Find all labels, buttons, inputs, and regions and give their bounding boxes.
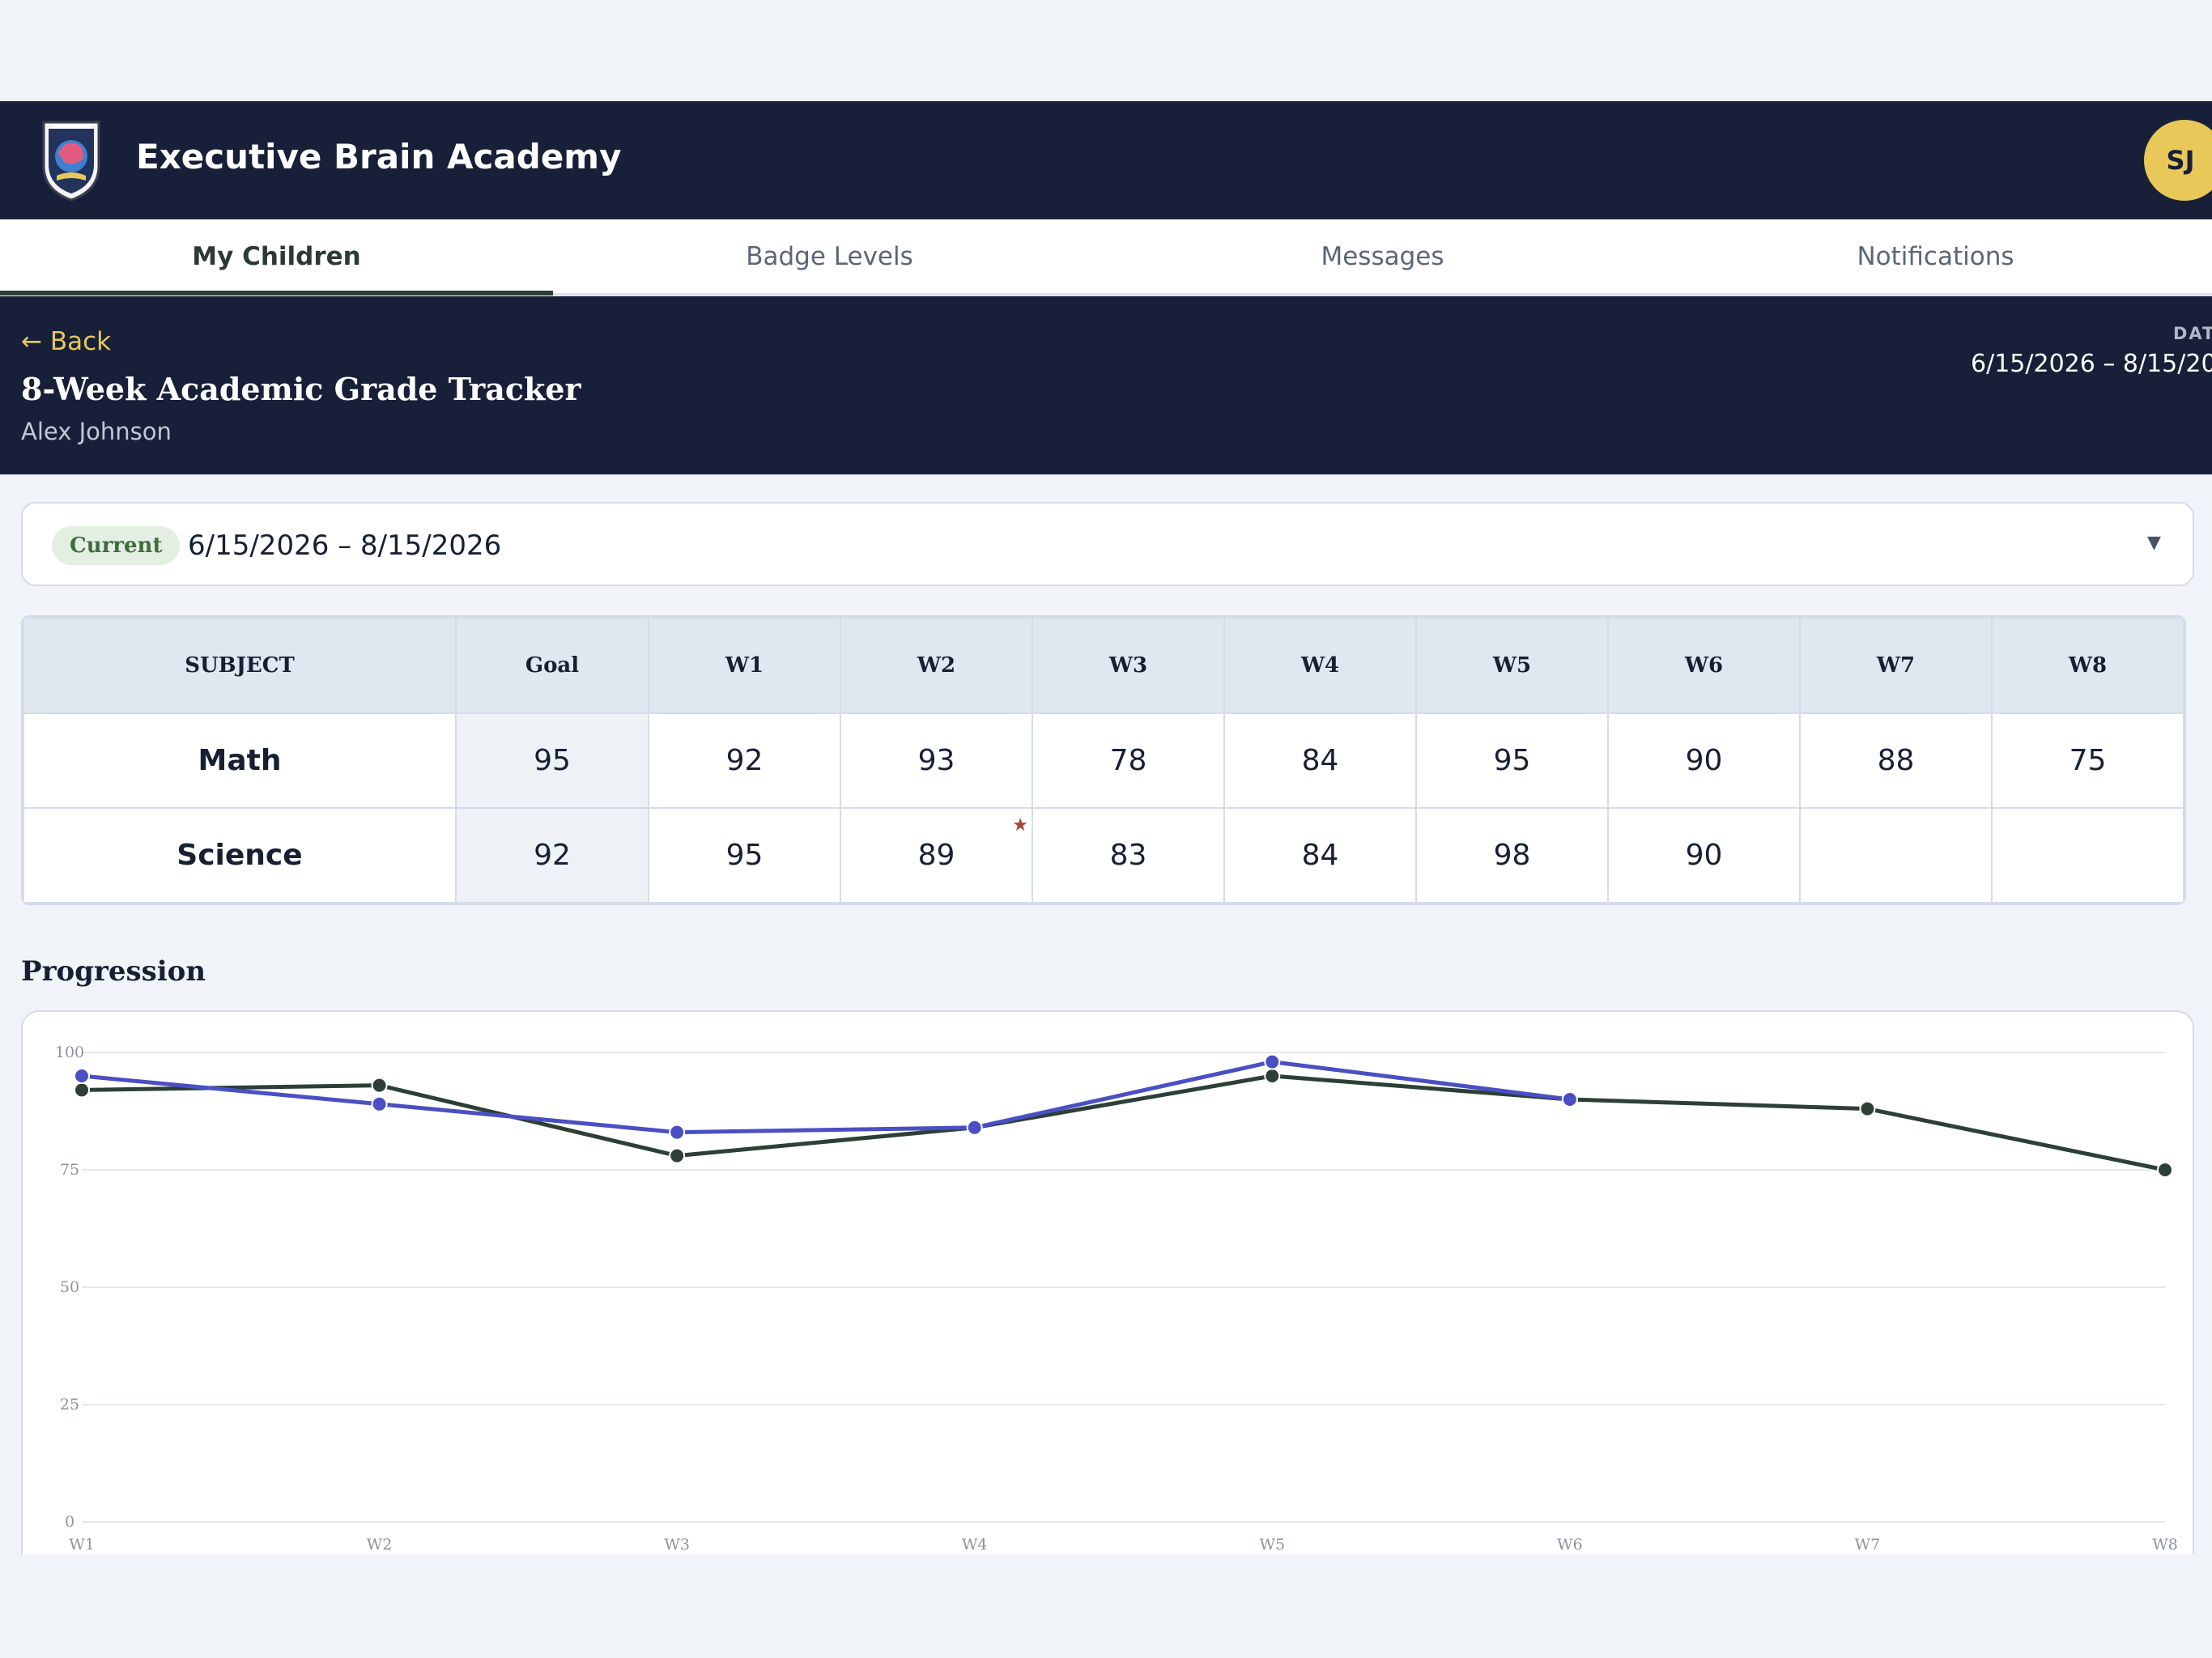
x-tick-label: W1 [69,1536,95,1554]
y-tick-label: 25 [60,1396,79,1414]
data-point [966,1119,983,1136]
grade-cell[interactable] [1799,807,1993,903]
grade-cell[interactable]: 83 [1032,807,1225,903]
data-point [371,1077,388,1094]
y-tick-label: 0 [65,1513,74,1531]
series-line [81,1073,2166,1172]
current-badge: Current [52,526,181,565]
column-header: W4 [1223,617,1417,714]
x-tick-label: W8 [2152,1536,2178,1554]
page-header: ← Back 8-Week Academic Grade Tracker Ale… [0,296,2212,474]
y-tick-label: 50 [60,1278,79,1296]
grade-cell[interactable]: ★ 89 [840,807,1033,903]
data-point [2157,1162,2173,1178]
x-tick-label: W4 [962,1536,988,1554]
grade-cell[interactable] [1991,807,2184,903]
column-header: W2 [840,617,1033,714]
main-tabs: My Children Badge Levels Messages Notifi… [0,219,2212,295]
data-point [1264,1053,1281,1070]
star-icon: ★ [1012,815,1028,835]
x-tick-label: W2 [367,1536,393,1554]
column-header: W3 [1032,617,1225,714]
tab-my-children[interactable]: My Children [0,219,553,295]
grade-cell[interactable]: 98 [1415,807,1609,903]
grade-value: 89 [917,839,955,872]
child-name: Alex Johnson [21,418,172,445]
progression-chart: 0 25 50 75 100 W1 W2 W3 W4 W5 W6 W7 W8 [21,1010,2194,1554]
grade-table: SUBJECT Goal W1 W2 W3 W4 W5 W6 W7 W8 Mat… [21,615,2186,905]
tab-badge-levels[interactable]: Badge Levels [746,241,913,271]
subject-cell: Science [23,807,457,903]
y-tick-label: 75 [60,1161,79,1179]
column-header: W8 [1991,617,2184,714]
date-label: DAT [2173,324,2212,343]
period-select[interactable]: Current 6/15/2026 – 8/15/2026 ▼ [21,502,2194,586]
goal-cell[interactable]: 95 [455,712,649,809]
grade-cell[interactable]: 78 [1032,712,1225,809]
grade-cell[interactable]: 84 [1223,712,1417,809]
date-range-display: 6/15/2026 – 8/15/2026 [1971,350,2212,378]
grade-cell[interactable]: 92 [648,712,841,809]
subject-cell: Math [23,712,457,809]
column-header: SUBJECT [23,617,457,714]
data-point [74,1068,90,1084]
column-header: W7 [1799,617,1993,714]
grade-cell[interactable]: 84 [1223,807,1417,903]
data-point [669,1124,686,1141]
column-header: W5 [1415,617,1609,714]
page-title: 8-Week Academic Grade Tracker [21,371,581,407]
table-row: Math 95 92 93 78 84 95 90 88 75 [23,712,2184,809]
column-header: W1 [648,617,841,714]
grade-cell[interactable]: 90 [1607,807,1801,903]
data-point [1264,1068,1281,1084]
back-link[interactable]: ← Back [21,327,112,356]
x-tick-label: W7 [1855,1536,1881,1554]
academy-crest-icon [42,121,100,202]
series-line [81,1060,1571,1135]
app-title: Executive Brain Academy [136,137,622,176]
column-header: Goal [455,617,649,714]
x-tick-label: W3 [664,1536,690,1554]
table-row: Science 92 95 ★ 89 83 84 98 90 [23,807,2184,903]
data-point [669,1147,686,1164]
table-header-row: SUBJECT Goal W1 W2 W3 W4 W5 W6 W7 W8 [23,617,2184,714]
user-avatar[interactable]: SJ [2144,120,2212,201]
goal-cell[interactable]: 92 [455,807,649,903]
grade-cell[interactable]: 90 [1607,712,1801,809]
grade-cell[interactable]: 75 [1991,712,2184,809]
app-header: Executive Brain Academy SJ [0,101,2212,219]
progression-title: Progression [21,955,206,988]
data-point [371,1095,388,1112]
x-tick-label: W5 [1259,1536,1285,1554]
grade-cell[interactable]: 93 [840,712,1033,809]
grade-cell[interactable]: 95 [1415,712,1609,809]
x-tick-label: W6 [1557,1536,1583,1554]
data-point [74,1082,90,1099]
chevron-down-icon: ▼ [2147,533,2161,553]
data-point [1859,1100,1876,1117]
y-tick-label: 100 [55,1044,84,1061]
grade-cell[interactable]: 95 [648,807,841,903]
column-header: W6 [1607,617,1801,714]
period-range: 6/15/2026 – 8/15/2026 [188,529,502,562]
line-chart: 0 25 50 75 100 W1 W2 W3 W4 W5 W6 W7 W8 [55,1044,2178,1554]
tab-notifications[interactable]: Notifications [1857,241,2014,271]
grade-cell[interactable]: 88 [1799,712,1993,809]
tab-messages[interactable]: Messages [1321,241,1444,271]
data-point [1561,1091,1578,1107]
